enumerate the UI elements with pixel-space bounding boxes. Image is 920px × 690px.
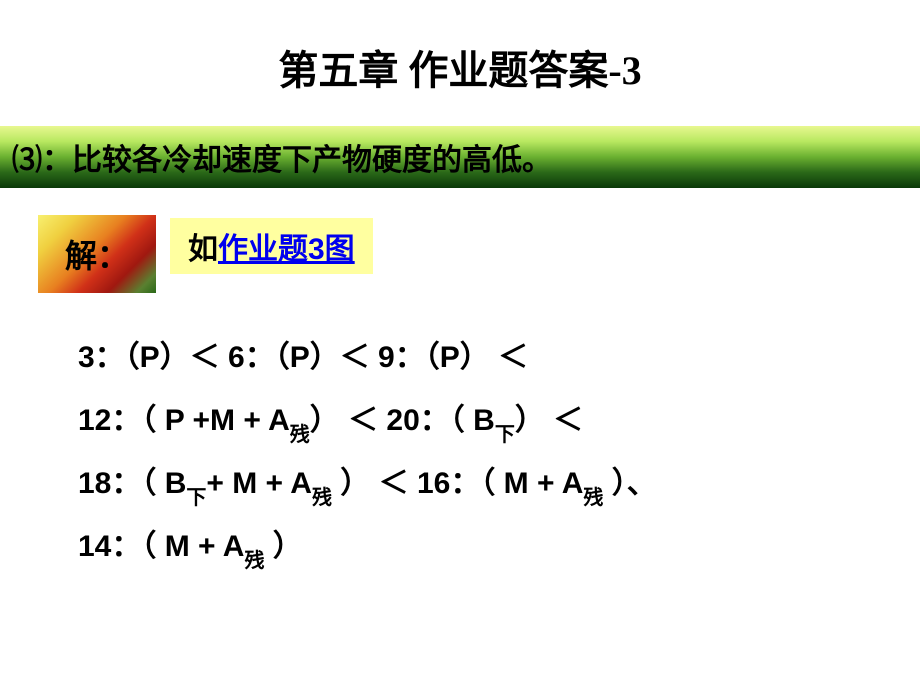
answer-line-1: 3：（P）＜ 6：（P）＜ 9：（P） ＜: [78, 326, 657, 389]
question-text: ⑶：比较各冷却速度下产物硬度的高低。: [12, 135, 552, 179]
slide-title: 第五章 作业题答案-3: [0, 0, 920, 96]
line1-text: 3：（P）＜ 6：（P）＜ 9：（P） ＜: [78, 341, 528, 374]
line2c: ） ＜: [515, 404, 583, 437]
answer-line-3: 18：（ B下+ M + A残 ） ＜ 16：（ M + A残 ）、: [78, 452, 657, 515]
line3c: ） ＜ 16：（ M + A: [332, 467, 583, 500]
solution-label-text: 解：: [65, 231, 129, 277]
line2-sub2: 下: [495, 424, 515, 446]
line3a: 18：（ B: [78, 467, 186, 500]
line4a: 14：（ M + A: [78, 530, 244, 563]
line4-sub1: 残: [244, 550, 264, 572]
line3d: ）、: [603, 467, 656, 500]
line2a: 12：（ P +M + A: [78, 404, 290, 437]
line2b: ） ＜ 20：（ B: [310, 404, 495, 437]
line3-sub3: 残: [583, 487, 603, 509]
line3-sub1: 下: [186, 487, 206, 509]
question-bar: ⑶：比较各冷却速度下产物硬度的高低。: [0, 126, 920, 188]
line3-sub2: 残: [312, 487, 332, 509]
line4b: ）: [264, 530, 302, 563]
solution-label: 解：: [38, 215, 156, 293]
line2-sub1: 残: [290, 424, 310, 446]
line3b: + M + A: [206, 467, 312, 500]
answer-line-2: 12：（ P +M + A残） ＜ 20：（ B下） ＜: [78, 389, 657, 452]
answer-content: 3：（P）＜ 6：（P）＜ 9：（P） ＜ 12：（ P +M + A残） ＜ …: [78, 326, 657, 578]
answer-line-4: 14：（ M + A残 ）: [78, 515, 657, 578]
link-box: 如作业题3图: [170, 218, 373, 274]
link-prefix: 如: [188, 233, 218, 266]
assignment-link[interactable]: 作业题3图: [218, 233, 355, 266]
slide: 第五章 作业题答案-3 ⑶：比较各冷却速度下产物硬度的高低。 解： 如作业题3图…: [0, 0, 920, 690]
